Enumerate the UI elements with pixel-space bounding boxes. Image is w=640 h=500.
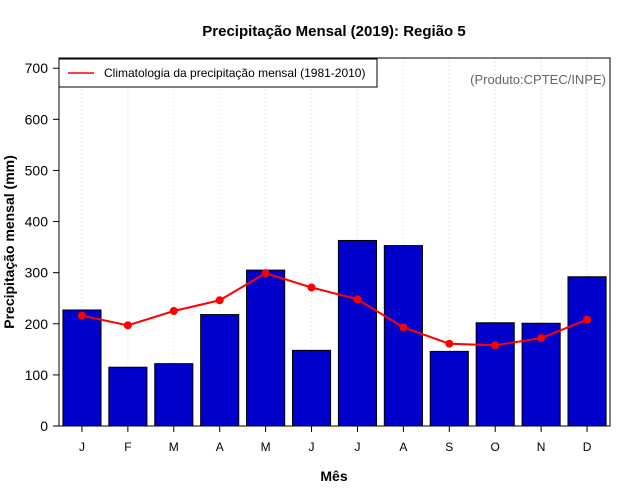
bar-11 [567, 276, 607, 427]
bar-3 [200, 314, 240, 427]
y-tick-label-300: 300 [25, 265, 49, 281]
climatology-point-5 [307, 283, 316, 292]
bar-9 [475, 322, 515, 427]
climatology-point-10 [537, 334, 546, 343]
climatology-line [81, 272, 588, 347]
x-tick-label-3: A [216, 440, 224, 454]
source-credit: (Produto:CPTEC/INPE) [470, 72, 606, 87]
x-tick-label-1: F [124, 440, 131, 454]
plot-frame [58, 57, 611, 427]
climatology-point-1 [123, 321, 132, 330]
climatology-point-11 [583, 315, 592, 324]
climatology-point-6 [353, 295, 362, 304]
climatology-point-0 [77, 311, 86, 320]
climatology-line-series [77, 269, 592, 350]
legend-entry-climatology: Climatologia da precipitação mensal (198… [104, 66, 365, 80]
x-axis-label: Mês [320, 468, 347, 484]
bar-7 [383, 245, 423, 427]
chart-title: Precipitação Mensal (2019): Região 5 [202, 23, 465, 40]
bar-8 [429, 350, 469, 427]
y-axis: 0 100 200 300 400 500 600 700 [25, 60, 59, 434]
x-tick-label-0: J [79, 440, 85, 454]
bar-series [62, 239, 607, 427]
x-tick-label-4: M [261, 440, 271, 454]
bar-2 [154, 363, 194, 427]
x-tick-label-11: D [583, 440, 592, 454]
bar-1 [108, 366, 148, 427]
climatology-point-8 [445, 339, 454, 348]
legend-box [58, 58, 378, 88]
x-tick-label-5: J [309, 440, 315, 454]
y-tick-label-500: 500 [25, 162, 49, 178]
climatology-point-2 [169, 307, 178, 315]
climatology-point-9 [491, 341, 500, 350]
y-tick-label-100: 100 [25, 367, 49, 383]
climatology-point-7 [399, 323, 408, 332]
x-tick-label-10: N [537, 440, 546, 454]
y-axis-label: Precipitação mensal (mm) [1, 155, 17, 329]
y-tick-label-400: 400 [25, 214, 49, 230]
x-tick-label-9: O [491, 440, 500, 454]
x-tick-label-2: M [169, 440, 179, 454]
y-tick-label-200: 200 [25, 316, 49, 332]
climatology-point-4 [261, 269, 270, 278]
y-tick-label-700: 700 [25, 60, 49, 76]
bar-0 [62, 309, 102, 427]
legend: Climatologia da precipitação mensal (198… [58, 58, 378, 88]
y-tick-label-0: 0 [40, 418, 48, 434]
y-tick-label-600: 600 [25, 111, 49, 127]
bar-4 [246, 269, 286, 427]
climatology-point-3 [215, 296, 224, 305]
x-tick-label-7: A [399, 440, 407, 454]
x-tick-label-8: S [445, 440, 453, 454]
bar-5 [291, 349, 332, 427]
bar-6 [337, 239, 378, 427]
x-tick-label-6: J [354, 440, 360, 454]
